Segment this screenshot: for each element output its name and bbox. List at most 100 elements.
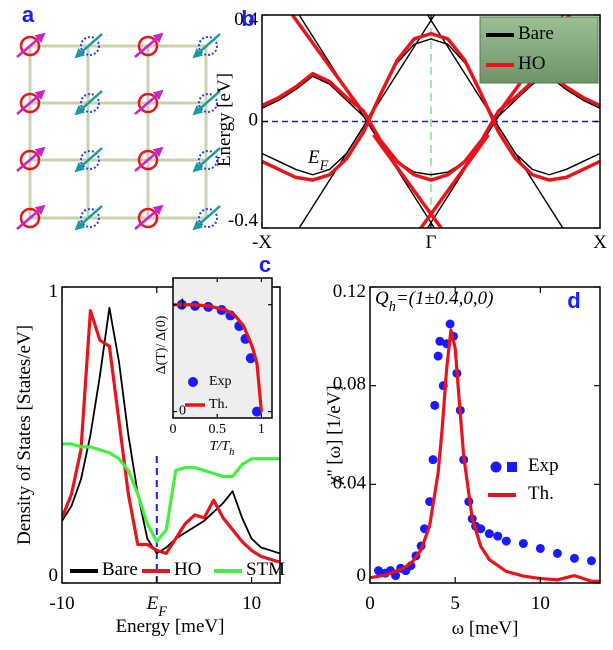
x-axis-label: ω [meV] — [452, 618, 519, 639]
text-part: c — [259, 252, 271, 277]
spin-site — [137, 92, 159, 114]
x-tick-label: -10 — [49, 593, 74, 614]
text-part: -10 — [49, 593, 74, 614]
legend-label: Th. — [209, 397, 228, 412]
spin-site — [137, 207, 159, 229]
text-part: 0 — [170, 422, 177, 437]
spin-site — [80, 208, 100, 228]
panel: 0 1 0 0.5 1 Δ(T)/ Δ(0) T/Th Exp Th. — [154, 277, 273, 458]
data-point — [433, 351, 443, 361]
data-line — [370, 328, 600, 583]
text-part: 1 — [179, 297, 186, 312]
text-part: 0.04 — [333, 473, 367, 494]
text-part: d — [567, 288, 580, 313]
plot-frame — [61, 286, 281, 584]
annotation: EF — [307, 147, 329, 174]
text-part: χ'' [ω] [1/eV] — [324, 385, 345, 486]
text-part: =(1±0.4,0,0) — [396, 288, 494, 309]
data-point — [552, 548, 562, 558]
spin-arrow — [74, 90, 103, 116]
spin-site — [80, 150, 100, 170]
y-tick-label: -0.4 — [228, 210, 259, 231]
panel-label: d — [567, 288, 580, 313]
legend-label: Th. — [528, 483, 554, 504]
data-point — [476, 524, 486, 534]
legend-label: Exp — [209, 374, 232, 389]
text-part: Γ — [426, 232, 437, 253]
data-point — [569, 553, 579, 563]
text-part: a — [22, 2, 35, 27]
data-line — [262, 31, 600, 182]
legend-label: Bare — [518, 23, 554, 44]
plot-content — [173, 299, 263, 417]
y-tick-label: 0.12 — [333, 281, 366, 302]
spin-arrow — [74, 33, 103, 59]
data-point — [251, 406, 262, 417]
x-tick-label: -X — [252, 232, 272, 253]
data-point — [435, 336, 445, 346]
x-tick-label: 10 — [242, 593, 261, 614]
x-tick-label: 0 — [365, 593, 375, 614]
text-part: ω [meV] — [452, 618, 519, 639]
x-tick-label: 1 — [258, 422, 265, 437]
spin-arrow — [134, 204, 164, 230]
data-point — [535, 543, 545, 553]
panel: -0.4 0 0.4 -X Γ Xb Energy [eV] EF Bare HO — [214, 6, 607, 254]
text-part: b — [241, 6, 254, 31]
text-part: HO — [174, 559, 201, 580]
legend-marker — [188, 377, 198, 387]
spin-arrow — [192, 205, 221, 231]
plot-content — [62, 306, 280, 583]
spin-site — [19, 207, 41, 229]
annotation: Qh=(1±0.4,0,0) — [375, 288, 494, 315]
spin-site — [198, 93, 218, 113]
spin-site — [137, 149, 159, 171]
x-tick-label: 0.5 — [208, 422, 226, 437]
y-axis-label: χ'' [ω] [1/eV] — [324, 385, 345, 486]
x-axis-label: Energy [meV] — [116, 616, 225, 637]
text-part: -X — [252, 232, 272, 253]
text-part: Bare — [102, 559, 138, 580]
x-tick-label: 0 — [170, 422, 177, 437]
spin-arrow — [192, 147, 221, 173]
spin-arrow — [192, 90, 221, 116]
panel-label: b — [241, 6, 254, 31]
text-part: 10 — [531, 593, 550, 614]
x-tick-label: Γ — [426, 232, 437, 253]
spin-site — [198, 36, 218, 56]
text-part: 0.5 — [208, 422, 226, 437]
text-part: Energy [meV] — [116, 616, 225, 637]
subscript: h — [229, 447, 234, 458]
text-part: Th. — [528, 483, 554, 504]
legend-marker — [490, 461, 502, 473]
text-part: 0.4 — [234, 9, 258, 30]
data-line — [419, 133, 490, 228]
spin-arrow — [74, 147, 103, 173]
text-part: STM — [246, 559, 285, 580]
x-axis-label: T/Th — [210, 439, 235, 458]
y-axis-label: Δ(T)/ Δ(0) — [154, 315, 169, 374]
lattice-diagram — [16, 32, 221, 231]
legend-box — [479, 16, 599, 84]
plot-frame — [172, 277, 273, 419]
y-tick-label: 1 — [179, 297, 186, 312]
spin-site — [198, 208, 218, 228]
text-part: 1 — [258, 422, 265, 437]
text-part: E — [307, 147, 320, 168]
data-line — [62, 309, 280, 564]
data-point — [586, 556, 596, 566]
y-tick-label: 0 — [49, 565, 59, 586]
data-line — [291, 15, 362, 110]
spin-arrow — [134, 89, 164, 115]
text-part: Exp — [528, 455, 559, 476]
legend-marker — [507, 462, 517, 472]
spin-arrow — [16, 32, 46, 58]
y-axis-label: Density of States [States/eV] — [14, 325, 35, 545]
plot-content — [370, 319, 600, 583]
spin-arrow — [16, 89, 46, 115]
text-part: Th. — [209, 397, 228, 412]
data-point — [484, 529, 494, 539]
text-part: 0 — [249, 110, 259, 131]
x-tick-label: 5 — [450, 593, 460, 614]
